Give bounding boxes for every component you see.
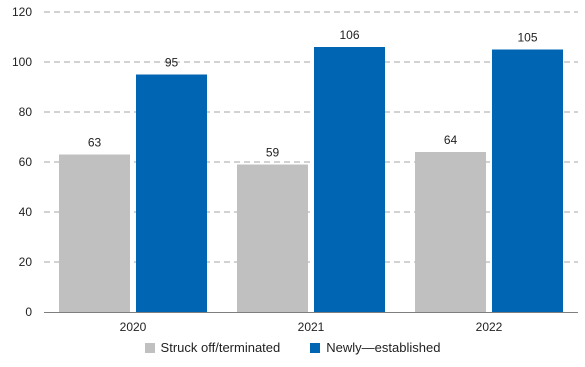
data-label-2021-series-0: 59	[266, 146, 280, 160]
y-axis-ticks: 0 20 40 60 80 100 120	[12, 5, 32, 319]
legend-label-struck-off: Struck off/terminated	[160, 340, 281, 355]
y-tick-label-20: 20	[19, 255, 33, 269]
y-tick-label-100: 100	[12, 55, 32, 69]
legend-item-struck-off: Struck off/terminated	[144, 340, 281, 355]
y-tick-label-80: 80	[19, 105, 33, 119]
y-tick-label-0: 0	[25, 305, 32, 319]
legend-swatch-struck-off	[144, 342, 155, 353]
data-label-2020-series-0: 63	[88, 136, 102, 150]
x-tick-label-2022: 2022	[476, 320, 503, 334]
legend-label-newly-established: Newly—established	[326, 340, 441, 355]
gridlines	[44, 11, 578, 263]
bar-2021-series-0	[237, 164, 308, 312]
y-tick-label-120: 120	[12, 5, 32, 19]
y-tick-label-40: 40	[19, 205, 33, 219]
legend: Struck off/terminated Newly—established	[0, 340, 585, 355]
data-label-2022-series-0: 64	[444, 133, 458, 147]
data-label-2022-series-1: 105	[517, 31, 537, 45]
bar-2020-series-1	[136, 74, 207, 312]
legend-swatch-newly-established	[310, 342, 321, 353]
x-axis-ticks: 2020 2021 2022	[120, 320, 503, 334]
data-label-2020-series-1: 95	[165, 56, 179, 70]
x-tick-label-2021: 2021	[298, 320, 325, 334]
bar-2021-series-1	[314, 47, 385, 312]
legend-item-newly-established: Newly—established	[310, 340, 440, 355]
data-label-2021-series-1: 106	[339, 28, 359, 42]
y-tick-label-60: 60	[19, 155, 33, 169]
bar-2022-series-0	[415, 152, 486, 312]
bar-2022-series-1	[492, 49, 563, 312]
x-tick-label-2020: 2020	[120, 320, 147, 334]
bars: 63 95 59 106 64 105	[59, 28, 563, 312]
bar-2020-series-0	[59, 154, 130, 312]
